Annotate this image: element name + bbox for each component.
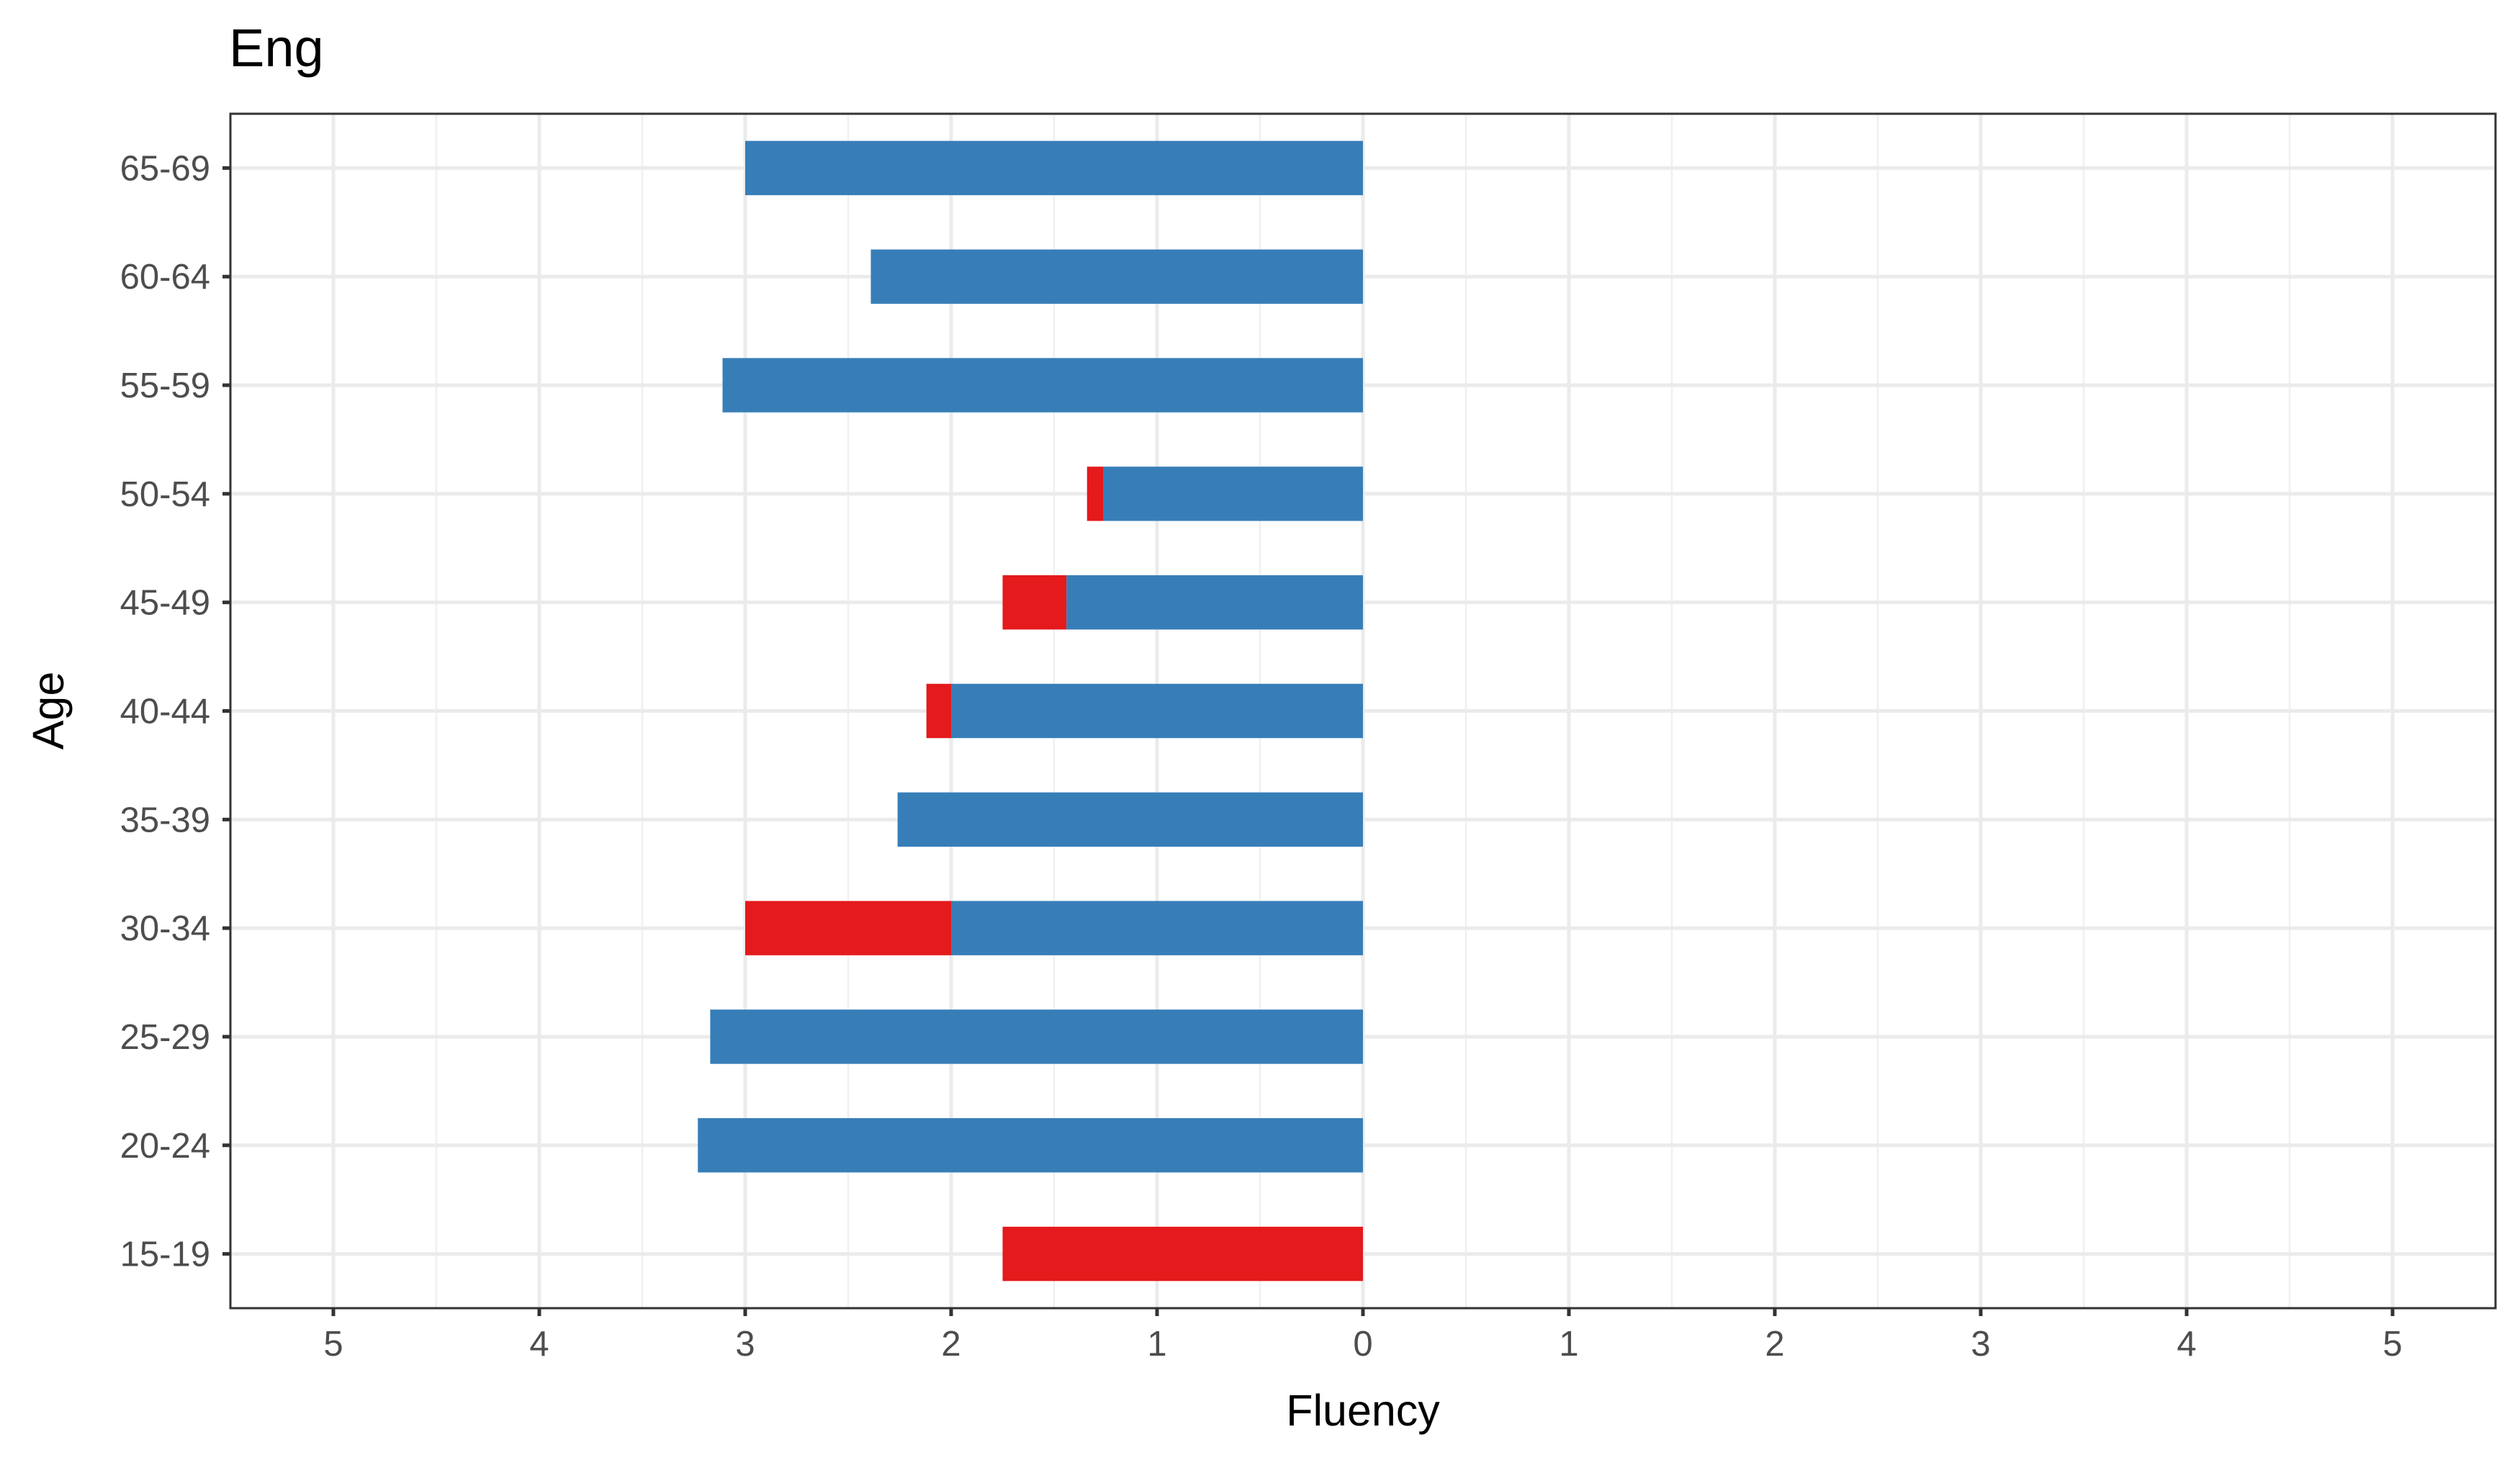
x-tick-label: 2: [941, 1325, 960, 1364]
y-tick-label: 45-49: [120, 584, 210, 623]
y-tick-label: 65-69: [120, 149, 210, 188]
bar: [1002, 1226, 1363, 1282]
bar: [926, 683, 951, 739]
y-tick-label: 20-24: [120, 1127, 210, 1166]
y-tick-label: 15-19: [120, 1235, 210, 1274]
chart-title: Eng: [229, 18, 324, 78]
x-tick-label: 4: [2177, 1325, 2196, 1364]
x-tick-label: 4: [529, 1325, 549, 1364]
y-tick-label: 55-59: [120, 366, 210, 405]
x-tick-label: 0: [1353, 1325, 1372, 1364]
y-tick-label: 35-39: [120, 801, 210, 839]
x-tick-label: 5: [2382, 1325, 2402, 1364]
bar: [1086, 467, 1104, 521]
x-tick-label: 1: [1147, 1325, 1166, 1364]
x-tick-label: 3: [735, 1325, 755, 1364]
bar: [1103, 467, 1363, 521]
bar: [710, 1009, 1363, 1064]
y-axis-title: Age: [24, 672, 73, 750]
x-tick-label: 2: [1765, 1325, 1784, 1364]
bar: [951, 901, 1363, 955]
bar: [698, 1118, 1363, 1173]
bar: [870, 249, 1363, 304]
y-tick-label: 30-34: [120, 909, 210, 948]
y-tick-label: 50-54: [120, 475, 210, 514]
y-tick-label: 25-29: [120, 1018, 210, 1057]
bar: [951, 683, 1363, 739]
y-axis: 15-19 20-24 25-29 30-34 35-39 40-44 45-49 50-54…: [120, 149, 230, 1274]
y-tick-label: 40-44: [120, 693, 210, 731]
x-tick-label: 1: [1559, 1325, 1578, 1364]
bar: [722, 358, 1363, 413]
bar: [745, 901, 951, 955]
bar: [897, 792, 1363, 847]
bar: [1002, 575, 1067, 630]
y-tick-label: 60-64: [120, 258, 210, 297]
bar: [1066, 575, 1363, 630]
x-tick-label: 3: [1971, 1325, 1990, 1364]
bar: [745, 140, 1363, 196]
bars: [698, 140, 1363, 1282]
x-axis-title: Fluency: [1286, 1386, 1440, 1435]
x-tick-label: 5: [323, 1325, 343, 1364]
x-axis: 5 4 3 2 1 0 1 2 3 4 5: [323, 1308, 2403, 1364]
